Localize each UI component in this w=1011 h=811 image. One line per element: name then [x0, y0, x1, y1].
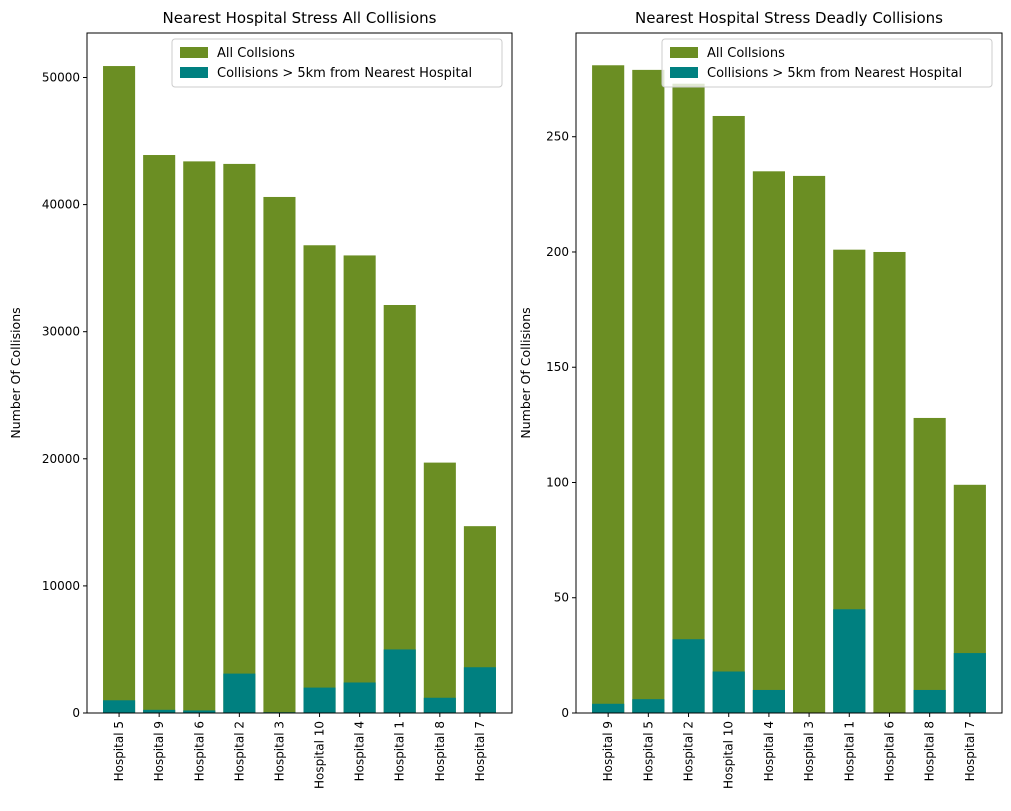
legend-swatch: [670, 47, 698, 58]
bar-all-collisions: [913, 417, 946, 713]
y-tick-label: 0: [561, 706, 569, 720]
bar-far-collisions: [953, 653, 986, 713]
y-tick-label: 100: [546, 475, 569, 489]
bar-all-collisions: [592, 65, 625, 714]
bar-all-collisions: [873, 251, 906, 714]
bar-all-collisions: [183, 161, 216, 713]
y-tick-label: 250: [546, 130, 569, 144]
y-tick-label: 40000: [42, 198, 80, 212]
bar-far-collisions: [913, 689, 946, 713]
legend-label: All Collsions: [217, 46, 295, 61]
x-tick-label: Hospital 9: [152, 721, 166, 781]
legend: All Collsions Collisions > 5km from Neare…: [661, 38, 993, 88]
bar-all-collisions: [343, 255, 376, 713]
bar-far-collisions: [423, 697, 456, 713]
bar-all-collisions: [752, 171, 785, 714]
legend-box: [661, 38, 993, 88]
x-tick-label: Hospital 1: [842, 721, 856, 781]
bar-far-collisions: [103, 700, 136, 713]
bar-all-collisions: [303, 245, 336, 713]
bar-all-collisions: [793, 175, 826, 713]
bar-all-collisions: [712, 115, 745, 714]
x-tick-label: Hospital 3: [272, 721, 286, 781]
bar-all-collisions: [383, 305, 416, 713]
bar-far-collisions: [672, 639, 705, 713]
x-tick-label: Hospital 10: [722, 721, 736, 789]
x-tick-label: Hospital 5: [641, 721, 655, 781]
chart-title: Nearest Hospital Stress All Collisions: [162, 9, 436, 27]
bar-far-collisions: [183, 710, 216, 713]
y-tick-label: 50: [554, 591, 569, 605]
bar-far-collisions: [833, 609, 866, 713]
bar-far-collisions: [463, 667, 496, 713]
bar-all-collisions: [672, 83, 705, 714]
x-tick-label: Hospital 8: [433, 721, 447, 781]
legend-swatch: [670, 67, 698, 78]
chart-all-collisions: Nearest Hospital Stress All Collisions N…: [8, 9, 513, 789]
legend-label: Collisions > 5km from Nearest Hospital: [217, 66, 472, 81]
bar-all-collisions: [103, 66, 136, 713]
bar-far-collisions: [632, 699, 665, 713]
bar-far-collisions: [143, 709, 176, 713]
x-tick-label: Hospital 3: [802, 721, 816, 781]
x-tick-label: Hospital 6: [192, 721, 206, 781]
y-tick-label: 0: [72, 706, 80, 720]
legend-label: All Collsions: [707, 46, 785, 61]
y-tick-label: 30000: [42, 325, 80, 339]
y-axis-label: Number Of Collisions: [518, 307, 533, 438]
x-tick-label: Hospital 4: [353, 721, 367, 781]
y-tick-label: 20000: [42, 452, 80, 466]
bar-far-collisions: [752, 689, 785, 713]
chart-title: Nearest Hospital Stress Deadly Collision…: [635, 9, 943, 27]
x-tick-label: Hospital 7: [473, 721, 487, 781]
legend-swatch: [180, 67, 208, 78]
bar-all-collisions: [423, 462, 456, 713]
legend-box: [171, 38, 503, 88]
x-tick-label: Hospital 6: [882, 721, 896, 781]
y-tick-label: 150: [546, 360, 569, 374]
legend-label: Collisions > 5km from Nearest Hospital: [707, 66, 962, 81]
legend: All Collsions Collisions > 5km from Neare…: [171, 38, 503, 88]
x-tick-label: Hospital 7: [963, 721, 977, 781]
bar-far-collisions: [592, 703, 625, 713]
y-tick-label: 10000: [42, 579, 80, 593]
x-tick-label: Hospital 5: [112, 721, 126, 781]
plot-frame: [86, 32, 513, 714]
legend-swatch: [180, 47, 208, 58]
y-tick-label: 200: [546, 245, 569, 259]
bar-all-collisions: [263, 196, 296, 713]
x-tick-label: Hospital 10: [313, 721, 327, 789]
chart-deadly-collisions: Nearest Hospital Stress Deadly Collision…: [518, 9, 1003, 789]
y-axis-label: Number Of Collisions: [8, 307, 23, 438]
x-tick-label: Hospital 2: [682, 721, 696, 781]
bar-all-collisions: [223, 163, 256, 713]
x-tick-label: Hospital 4: [762, 721, 776, 781]
bar-far-collisions: [343, 682, 376, 713]
x-tick-label: Hospital 2: [232, 721, 246, 781]
plot-frame: [575, 32, 1003, 714]
bar-all-collisions: [632, 69, 665, 714]
bar-all-collisions: [143, 155, 176, 714]
bar-far-collisions: [383, 649, 416, 713]
bar-far-collisions: [223, 673, 256, 713]
bar-far-collisions: [712, 671, 745, 713]
bar-far-collisions: [303, 687, 336, 713]
x-tick-label: Hospital 9: [601, 721, 615, 781]
x-tick-label: Hospital 1: [393, 721, 407, 781]
x-tick-label: Hospital 8: [923, 721, 937, 781]
y-tick-label: 50000: [42, 70, 80, 84]
